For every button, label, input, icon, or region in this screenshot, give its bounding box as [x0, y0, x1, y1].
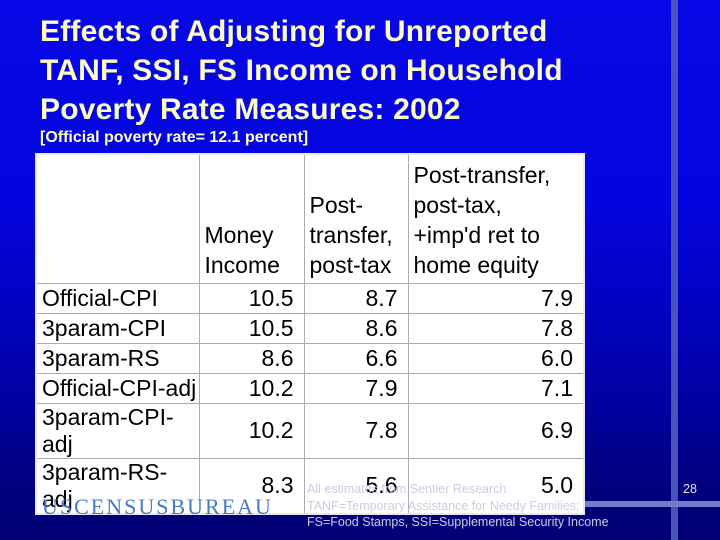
vertical-accent-line	[671, 0, 678, 540]
page-number: 28	[683, 482, 697, 496]
header-money-income: Money Income	[198, 153, 305, 284]
cell-value: 10.5	[198, 312, 305, 344]
cell-value: 5.0	[407, 457, 585, 514]
table-row: 3param-CPI-adj 10.2 7.8 6.9	[35, 402, 585, 459]
footnote-line: All estimates from Sentier Research.	[307, 482, 510, 496]
row-label: Official-CPI-adj	[35, 372, 200, 404]
table-row: Official-CPI 10.5 8.7 7.9	[35, 282, 585, 314]
cell-value: 7.8	[407, 312, 585, 344]
us-census-bureau-logo: USCENSUSBUREAU	[42, 494, 273, 519]
poverty-rate-table: Money Income Post- transfer, post-tax Po…	[35, 153, 585, 515]
cell-value: 6.6	[303, 342, 409, 374]
cell-value: 5.6	[303, 457, 409, 514]
cell-value: 8.6	[198, 342, 305, 374]
cell-value: 8.7	[303, 282, 409, 314]
header-post-transfer-post-tax-home-equity: Post-transfer, post-tax, +imp'd ret to h…	[407, 153, 585, 284]
table-header-row: Money Income Post- transfer, post-tax Po…	[35, 153, 585, 284]
header-post-transfer-post-tax: Post- transfer, post-tax	[303, 153, 409, 284]
cell-value: 10.2	[198, 372, 305, 404]
cell-value: 7.1	[407, 372, 585, 404]
table-row: 3param-CPI 10.5 8.6 7.8	[35, 312, 585, 344]
header-row-label-empty	[35, 153, 200, 284]
footnotes: All estimates from Sentier Research. TAN…	[307, 481, 609, 531]
cell-value: 10.2	[198, 402, 305, 459]
footnote-line: FS=Food Stamps, SSI=Supplemental Securit…	[307, 515, 609, 529]
cell-value: 8.6	[303, 312, 409, 344]
cell-value: 7.8	[303, 402, 409, 459]
table-row: Official-CPI-adj 10.2 7.9 7.1	[35, 372, 585, 404]
row-label: 3param-CPI-adj	[35, 402, 200, 459]
table-row: 3param-RS-adj 8.3 5.6 5.0	[35, 457, 585, 514]
cell-value: 6.9	[407, 402, 585, 459]
cell-value: 8.3	[198, 457, 305, 514]
cell-value: 7.9	[407, 282, 585, 314]
table-row: 3param-RS 8.6 6.6 6.0	[35, 342, 585, 374]
footnote-line: TANF=Temporary Assistance for Needy Fami…	[307, 498, 580, 513]
cell-value: 10.5	[198, 282, 305, 314]
slide-subtitle: [Official poverty rate= 12.1 percent]	[40, 129, 309, 146]
cell-value: 7.9	[303, 372, 409, 404]
row-label: Official-CPI	[35, 282, 200, 314]
row-label: 3param-RS	[35, 342, 200, 374]
cell-value: 6.0	[407, 342, 585, 374]
slide-title: Effects of Adjusting for Unreported TANF…	[40, 15, 563, 126]
row-label: 3param-CPI	[35, 312, 200, 344]
